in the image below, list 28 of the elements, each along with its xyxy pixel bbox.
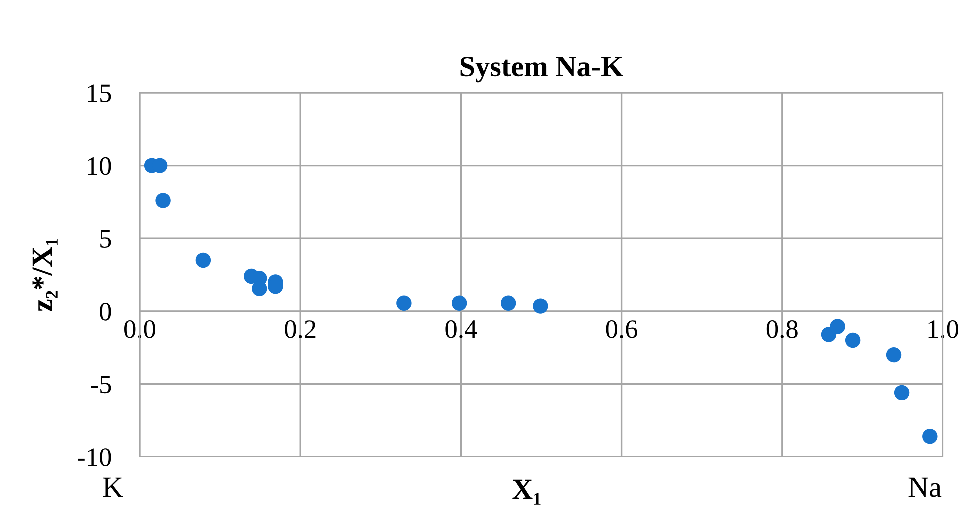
- point: [886, 347, 902, 363]
- point: [533, 298, 548, 314]
- x-axis-title: X₁: [512, 480, 541, 505]
- point: [830, 319, 846, 334]
- text: Na: [908, 478, 942, 498]
- point: [196, 252, 212, 268]
- x-tick-label: 1.0: [928, 320, 958, 338]
- x-tick-label: 0.4: [446, 320, 478, 338]
- point: [500, 296, 516, 311]
- y-tick-label: 10: [88, 157, 112, 176]
- x-tick-label: 0.8: [766, 320, 798, 338]
- point: [922, 429, 938, 444]
- point: [845, 332, 861, 348]
- y-tick-label: 5: [100, 230, 112, 248]
- y-tick-label: 15: [88, 84, 112, 102]
- y-tick-label: -10: [78, 448, 112, 466]
- x-tick-label: 0.0: [124, 320, 156, 338]
- point: [156, 193, 171, 208]
- y-tick-label: -5: [91, 376, 112, 394]
- text: K: [103, 478, 124, 498]
- point: [396, 296, 412, 311]
- y-tick-label: 0: [100, 303, 112, 321]
- point: [452, 296, 468, 311]
- point: [894, 385, 910, 401]
- chart-title: System Na-K: [460, 57, 624, 83]
- x-tick-label: 0.2: [285, 320, 316, 338]
- y-axis-title: z₂*/X₁: [32, 239, 58, 312]
- x-tick-label: 0.6: [606, 320, 638, 338]
